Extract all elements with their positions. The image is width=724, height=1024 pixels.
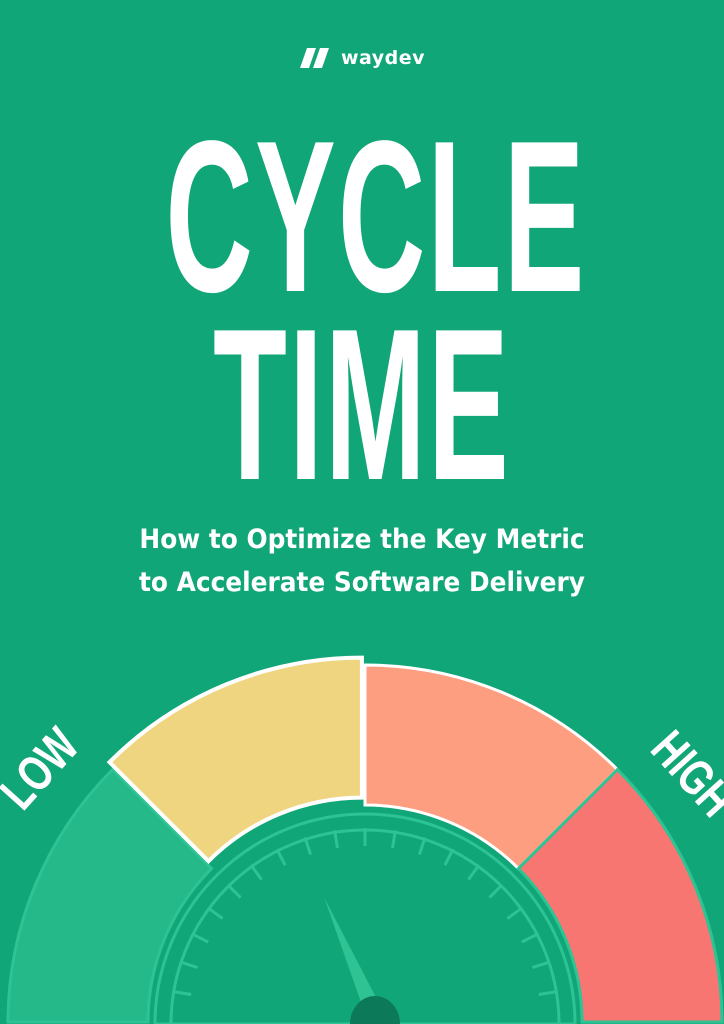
dial-tick <box>467 864 481 881</box>
dial-tick <box>180 960 199 970</box>
dial-tick <box>226 883 242 899</box>
subtitle: How to Optimize the Key Metric to Accele… <box>0 518 724 604</box>
dial-tick <box>191 932 209 944</box>
dial-tick <box>303 837 313 856</box>
dial-tick <box>506 906 523 920</box>
segment-mid-low <box>106 655 364 864</box>
dial-tick <box>391 830 397 849</box>
dial-tick <box>521 932 539 944</box>
dial-face <box>153 812 577 1024</box>
dial-tick <box>531 960 550 970</box>
subtitle-line-1: How to Optimize the Key Metric <box>139 524 585 555</box>
waydev-logo: waydev <box>0 47 724 69</box>
dial-tick <box>275 848 287 866</box>
segment-high <box>516 767 724 1024</box>
low-label: LOW <box>0 718 90 820</box>
dial-tick <box>443 848 455 866</box>
dial-tick <box>207 906 224 920</box>
segment-low <box>6 767 214 1024</box>
waydev-logo-icon <box>299 48 329 68</box>
dial-tick <box>488 883 504 899</box>
subtitle-line-2: to Accelerate Software Delivery <box>139 567 585 598</box>
title-line-2: TIME <box>213 283 511 525</box>
gauge-needle <box>324 897 384 1019</box>
needle-hub <box>350 996 400 1024</box>
dial-tick <box>538 990 557 996</box>
title-line-1: CYCLE <box>165 95 587 337</box>
dial-tick <box>249 864 263 881</box>
logo-text: waydev <box>340 47 426 69</box>
dial-tick <box>173 990 192 996</box>
dial-tick <box>333 830 339 849</box>
dial-tick <box>417 837 427 856</box>
